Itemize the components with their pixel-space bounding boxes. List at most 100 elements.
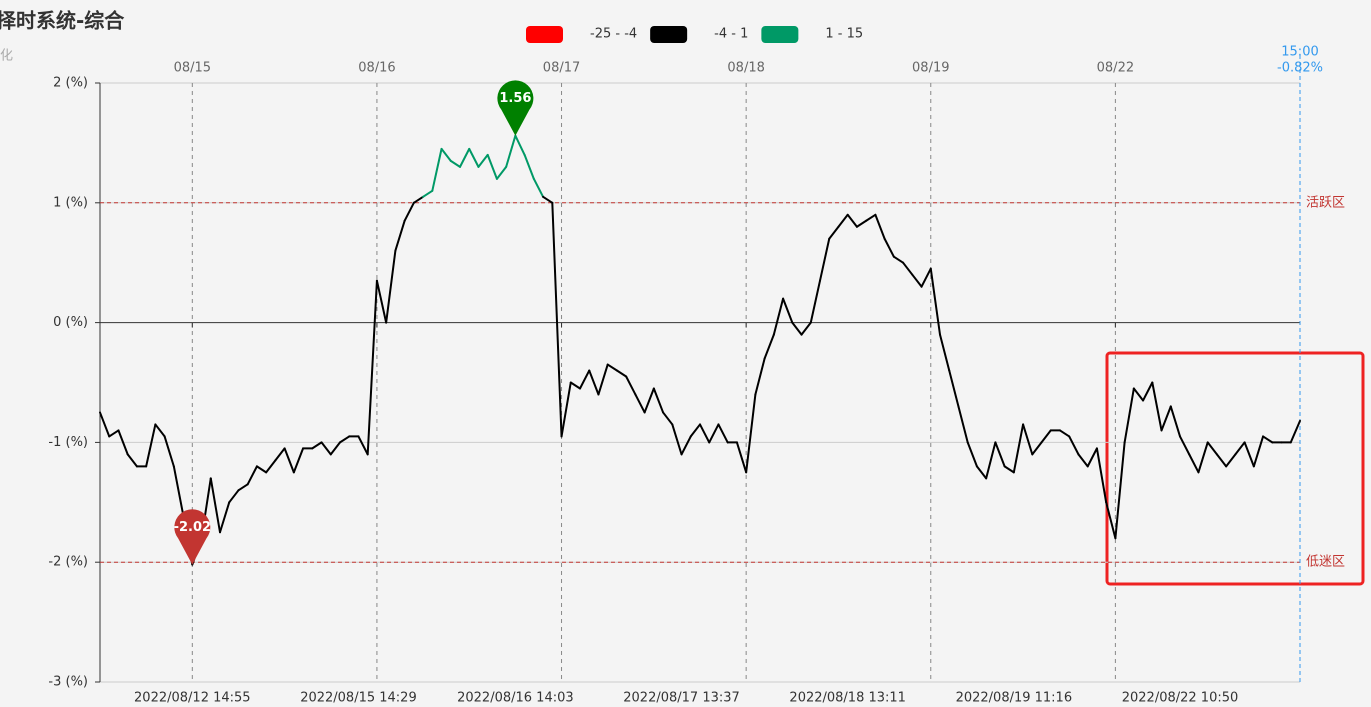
chart-subtitle: 化 — [0, 49, 13, 64]
line-segment — [569, 381, 581, 390]
line-segment — [117, 429, 129, 456]
line-segment — [459, 147, 471, 168]
line-segment — [671, 423, 683, 456]
line-segment — [1105, 501, 1117, 540]
line-segment — [431, 147, 443, 192]
line-segment — [800, 321, 812, 336]
mark-line-label: 活跃区 — [1306, 195, 1345, 210]
x-tick-label: 2022/08/17 13:37 — [623, 691, 740, 706]
line-segment — [1215, 453, 1228, 468]
line-segment — [99, 411, 111, 438]
line-segment — [523, 153, 535, 180]
line-segment — [579, 369, 591, 390]
legend-swatch[interactable] — [650, 26, 688, 43]
line-segment — [1123, 387, 1135, 444]
line-segment — [902, 261, 914, 276]
line-segment — [237, 483, 249, 492]
line-segment — [108, 429, 120, 438]
line-segment — [1151, 381, 1163, 432]
line-segment — [1197, 441, 1209, 474]
line-segment — [320, 441, 332, 456]
line-segment — [680, 435, 692, 456]
line-segment — [1114, 441, 1126, 540]
line-segment — [708, 423, 720, 444]
line-segment — [172, 465, 185, 516]
line-segment — [588, 369, 600, 396]
line-segment — [329, 441, 341, 456]
line-segment — [1086, 447, 1098, 468]
line-segment — [975, 465, 988, 480]
line-segment — [643, 387, 655, 414]
line-segment — [311, 441, 323, 450]
y-tick-label: 1 (%) — [53, 195, 88, 210]
line-segment — [126, 453, 138, 468]
line-segment — [219, 501, 231, 534]
line-segment — [449, 159, 461, 168]
top-tick-label: 08/17 — [543, 61, 580, 76]
mark-point — [174, 509, 211, 565]
mark-point-label: 1.56 — [499, 91, 531, 106]
x-tick-label: 2022/08/22 10:50 — [1122, 691, 1239, 706]
y-tick-label: -3 (%) — [48, 675, 88, 690]
line-segment — [754, 357, 766, 396]
line-segment — [403, 201, 415, 222]
line-segment — [486, 153, 498, 180]
line-segment — [505, 134, 517, 168]
line-segment — [1031, 441, 1043, 456]
line-segment — [1012, 423, 1025, 474]
line-segment — [542, 195, 554, 204]
line-segment — [837, 213, 849, 228]
line-segment — [874, 213, 886, 240]
mark-point-label: -2.02 — [174, 520, 211, 535]
line-segment — [1040, 429, 1052, 444]
line-segment — [385, 249, 397, 324]
line-segment — [477, 153, 489, 168]
line-segment — [1068, 435, 1080, 456]
line-segment — [966, 441, 978, 468]
top-tick-label: 08/19 — [912, 61, 949, 76]
line-segment — [1077, 453, 1089, 468]
line-segment — [145, 423, 157, 468]
line-segment — [495, 165, 508, 180]
line-segment — [819, 237, 831, 282]
line-segment — [699, 423, 711, 444]
line-segment — [662, 411, 674, 426]
line-segment — [735, 441, 748, 474]
line-segment — [551, 201, 563, 438]
line-segment — [606, 363, 618, 372]
line-segment — [1142, 381, 1154, 402]
mark-point — [497, 80, 534, 136]
line-segment — [883, 237, 895, 258]
legend-swatch[interactable] — [526, 26, 563, 43]
line-segment — [1132, 387, 1145, 402]
line-segment — [283, 447, 295, 474]
line-segment — [1003, 465, 1015, 474]
line-segment — [274, 447, 286, 462]
line-segment — [1252, 435, 1265, 468]
line-segment — [412, 195, 425, 204]
line-segment — [809, 279, 821, 324]
line-segment — [985, 441, 997, 480]
legend-label: -4 - 1 — [714, 27, 748, 42]
line-segment — [717, 423, 729, 444]
line-segment — [911, 273, 923, 288]
mark-line-label: 低迷区 — [1306, 555, 1345, 570]
line-segment — [652, 387, 665, 414]
line-segment — [1262, 435, 1274, 444]
legend-label: 1 - 15 — [825, 27, 863, 42]
line-segment — [1206, 441, 1218, 456]
legend-swatch[interactable] — [761, 26, 799, 43]
line-segment — [1095, 447, 1108, 504]
line-segment — [422, 189, 434, 198]
line-segment — [394, 219, 406, 252]
line-segment — [1059, 429, 1071, 438]
x-tick-label: 2022/08/18 13:11 — [789, 691, 906, 706]
line-segment — [255, 465, 268, 474]
chart-title: 择时系统-综合 — [0, 9, 125, 33]
line-segment — [597, 363, 609, 396]
line-segment — [532, 177, 545, 198]
line-segment — [689, 423, 701, 438]
line-segment — [892, 255, 905, 264]
legend-label: -25 - -4 — [590, 27, 637, 42]
line-segment — [246, 465, 258, 486]
